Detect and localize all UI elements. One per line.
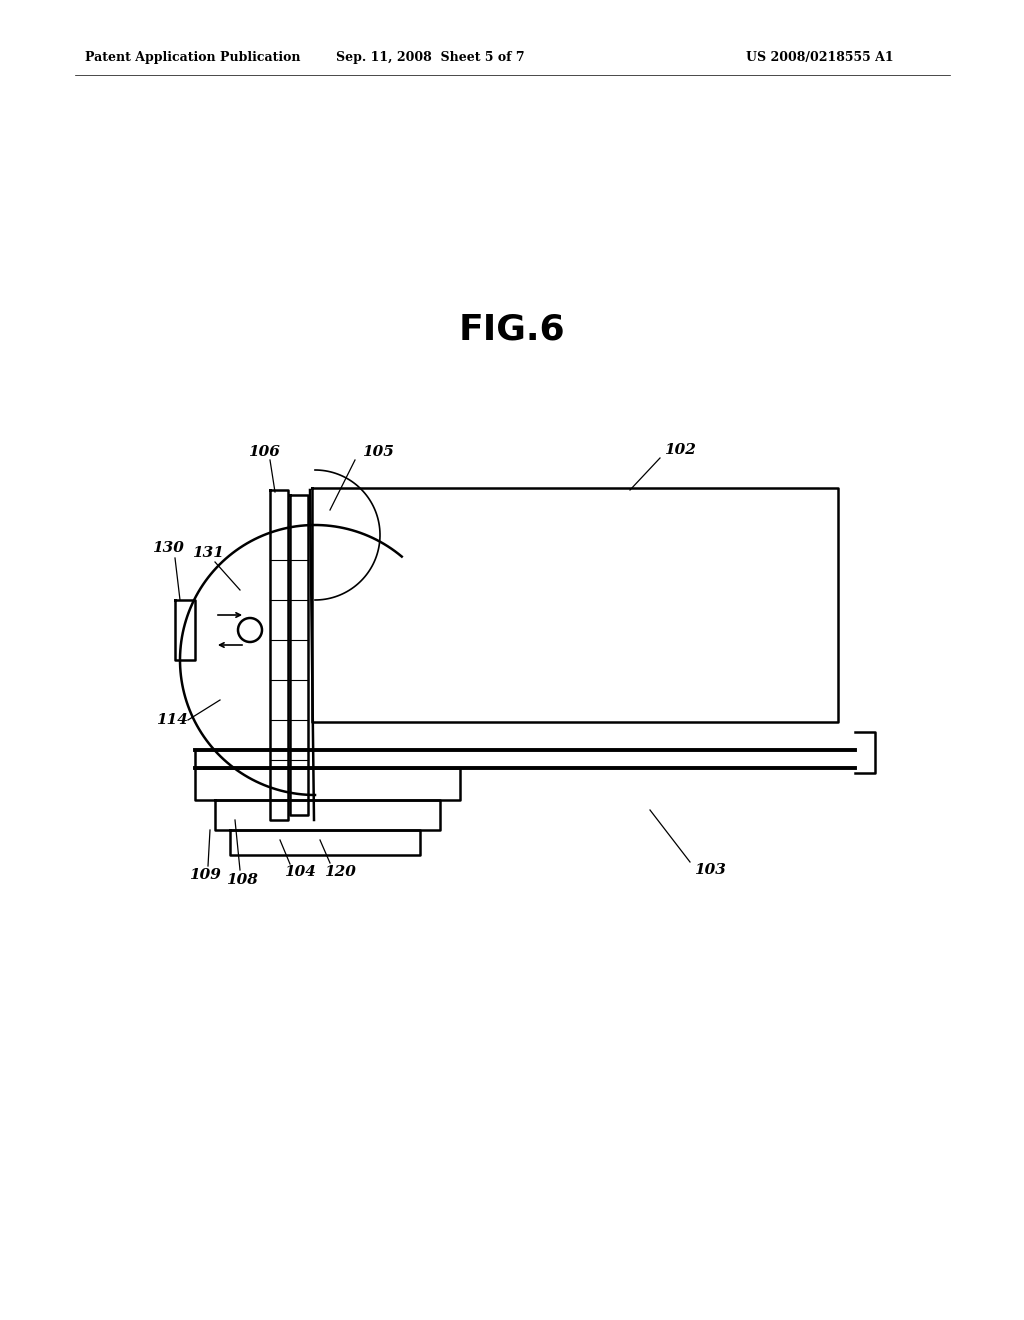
- Text: 105: 105: [362, 445, 394, 459]
- Text: Patent Application Publication: Patent Application Publication: [85, 51, 300, 65]
- Text: 106: 106: [248, 445, 280, 459]
- Text: 108: 108: [226, 873, 258, 887]
- Text: FIG.6: FIG.6: [459, 313, 565, 347]
- Text: Sep. 11, 2008  Sheet 5 of 7: Sep. 11, 2008 Sheet 5 of 7: [336, 51, 524, 65]
- Text: 114: 114: [156, 713, 188, 727]
- Text: 120: 120: [324, 865, 356, 879]
- Text: 130: 130: [152, 541, 184, 554]
- Text: US 2008/0218555 A1: US 2008/0218555 A1: [746, 51, 894, 65]
- Text: 109: 109: [189, 869, 221, 882]
- Text: 103: 103: [694, 863, 726, 876]
- Text: 104: 104: [284, 865, 316, 879]
- Text: 131: 131: [193, 546, 224, 560]
- Text: 102: 102: [664, 444, 696, 457]
